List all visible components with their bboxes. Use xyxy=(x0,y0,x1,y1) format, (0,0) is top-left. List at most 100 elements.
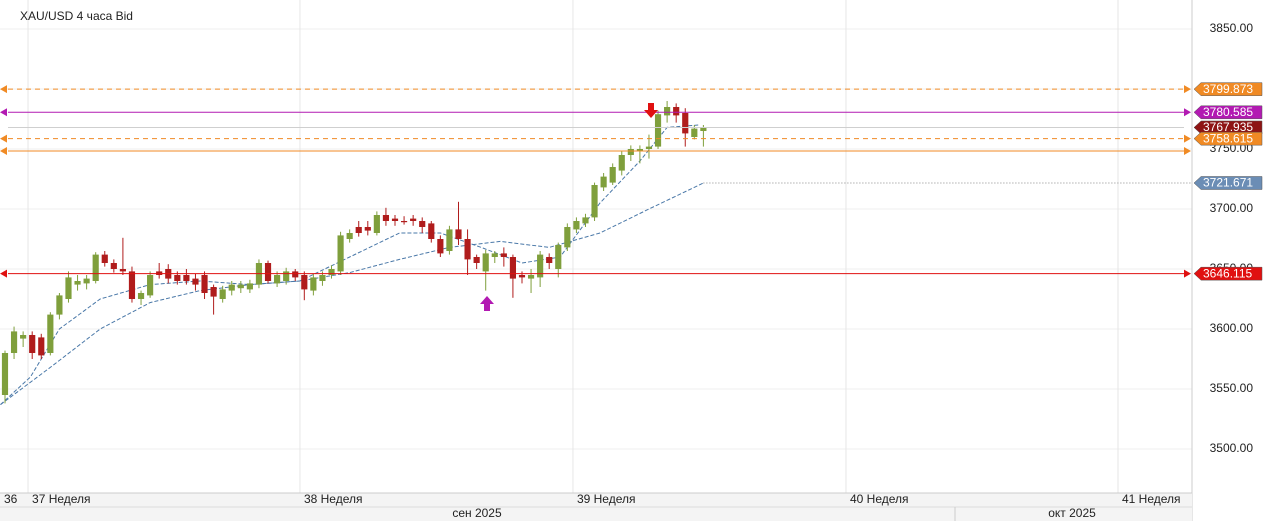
price-label-box xyxy=(1193,131,1263,146)
candle-body xyxy=(364,227,371,231)
candle-body xyxy=(491,253,498,257)
candle-body xyxy=(65,277,72,299)
x-tick-label: 36 xyxy=(4,492,18,506)
candle-body xyxy=(128,271,136,299)
price-label: 3799.873 xyxy=(1203,82,1253,96)
candle-body xyxy=(183,274,190,281)
candle-body xyxy=(500,253,507,257)
level-arrow xyxy=(1184,147,1191,156)
candle-body xyxy=(473,256,480,263)
candle-body xyxy=(446,229,453,251)
candle-body xyxy=(228,284,235,291)
candle-body xyxy=(246,283,253,290)
candle-body xyxy=(546,256,553,263)
candle-body xyxy=(328,268,335,275)
x-tick-label: 37 Неделя xyxy=(32,492,91,506)
candle-body xyxy=(110,262,117,269)
candle-body xyxy=(537,254,544,278)
level-arrow xyxy=(1184,108,1191,117)
candle-body xyxy=(509,256,517,279)
x-tick-label: 40 Неделя xyxy=(850,492,909,506)
candle-body xyxy=(101,254,108,263)
candle-body xyxy=(137,292,145,299)
candle-body xyxy=(337,235,344,272)
price-axis xyxy=(1192,0,1266,493)
candle-body xyxy=(310,277,317,291)
candle-body xyxy=(1,352,9,395)
candle-body xyxy=(319,274,326,281)
x-tick-label: 38 Неделя xyxy=(304,492,363,506)
candle-body xyxy=(373,215,380,234)
price-label-box xyxy=(1193,266,1263,281)
candle-body xyxy=(10,331,18,353)
x-tick-label: 41 Неделя xyxy=(1122,492,1181,506)
candle-body xyxy=(527,274,535,279)
candle-body xyxy=(119,268,126,272)
candle-body xyxy=(210,286,217,297)
candle-body xyxy=(83,278,90,284)
candle-body xyxy=(600,176,607,188)
candle-body xyxy=(455,229,462,240)
candle-body xyxy=(419,221,426,228)
candle-body xyxy=(346,233,353,240)
level-arrow xyxy=(0,269,7,278)
candle-body xyxy=(582,217,589,224)
price-label: 3767.935 xyxy=(1203,120,1253,134)
level-arrow xyxy=(0,85,7,94)
y-tick-label: 3850.00 xyxy=(1210,21,1254,35)
y-tick-label: 3600.00 xyxy=(1210,321,1254,335)
candle-body xyxy=(92,254,99,281)
price-label-box xyxy=(1193,105,1263,120)
candle-body xyxy=(410,218,417,222)
candle-body xyxy=(29,334,36,353)
candle-body xyxy=(192,278,199,285)
moving-average xyxy=(0,124,699,405)
candle-body xyxy=(47,314,54,353)
candle-body xyxy=(627,149,634,156)
candle-body xyxy=(283,271,290,281)
y-tick-label: 3500.00 xyxy=(1210,441,1254,455)
month-label: сен 2025 xyxy=(452,506,502,520)
candle-body xyxy=(564,227,571,248)
candle-body xyxy=(691,128,698,138)
candle-body xyxy=(645,146,653,150)
level-arrow xyxy=(1184,134,1191,143)
candle-body xyxy=(609,167,616,183)
price-label: 3721.671 xyxy=(1203,176,1253,190)
candle-body xyxy=(56,295,63,315)
price-label: 3758.615 xyxy=(1203,131,1253,145)
level-arrow xyxy=(0,147,7,156)
candle-body xyxy=(664,107,671,116)
candle-body xyxy=(518,274,526,278)
candle-body xyxy=(219,289,226,299)
candle-body xyxy=(292,271,299,278)
price-label-box xyxy=(1193,176,1263,190)
candle-body xyxy=(682,113,689,134)
x-tick-label: 39 Неделя xyxy=(577,492,636,506)
candle-body xyxy=(591,185,598,218)
axis-labels: 3500.003550.003600.003650.003700.003750.… xyxy=(4,21,1263,506)
buy-signal-arrow xyxy=(480,296,494,311)
candle-body xyxy=(618,155,625,171)
candle-body xyxy=(700,127,707,132)
candle-body xyxy=(147,274,154,296)
level-arrow xyxy=(0,134,7,143)
candle-body xyxy=(464,239,471,260)
candle-body xyxy=(391,218,399,222)
candle-body xyxy=(437,239,444,254)
candle-body xyxy=(38,337,45,356)
plot xyxy=(0,85,1192,406)
candle-body xyxy=(74,280,81,285)
candle-body xyxy=(201,274,208,293)
candle-body xyxy=(355,227,362,234)
candle-body xyxy=(174,274,181,281)
price-label: 3646.115 xyxy=(1203,266,1252,280)
sell-signal-arrow xyxy=(644,103,658,118)
candle-body xyxy=(237,284,244,289)
candle-body xyxy=(20,334,27,339)
y-tick-label: 3700.00 xyxy=(1210,201,1254,215)
price-label-box xyxy=(1193,120,1263,135)
month-label: окт 2025 xyxy=(1048,506,1096,520)
